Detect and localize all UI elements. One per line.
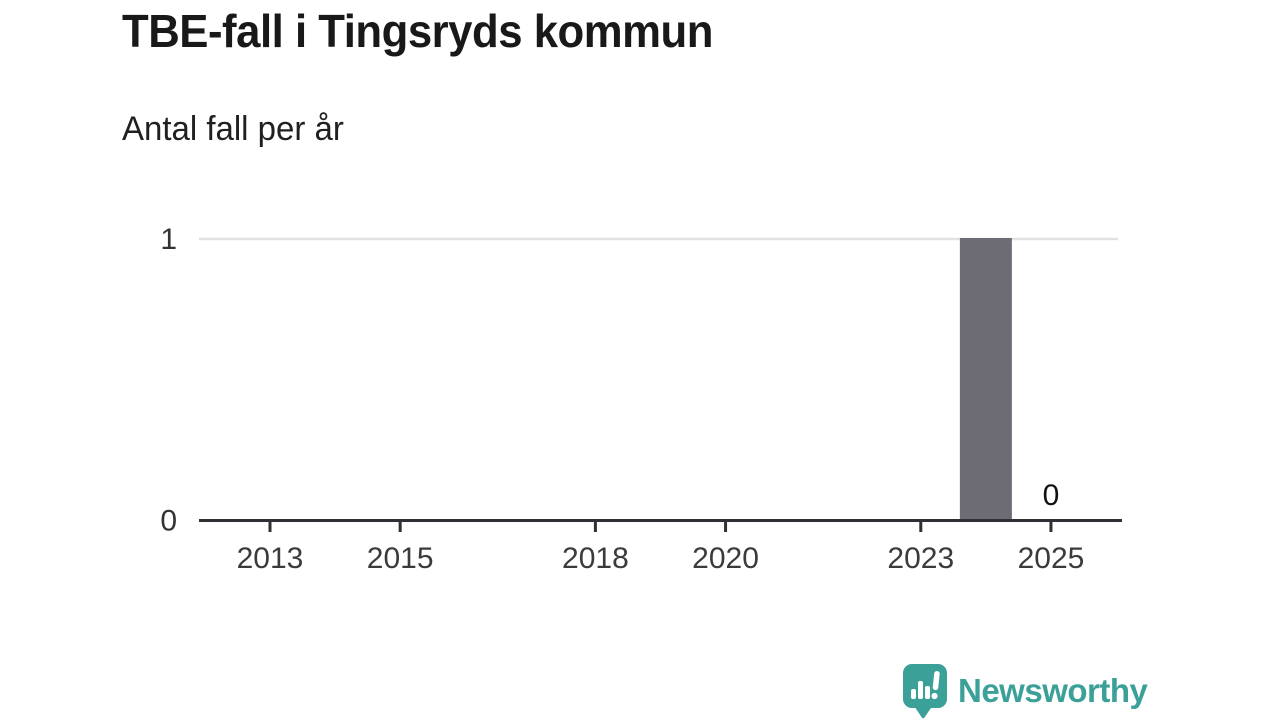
value-label: 0 — [1043, 479, 1060, 512]
x-tick-label: 2020 — [692, 542, 759, 575]
x-tick-label: 2023 — [887, 542, 954, 575]
newsworthy-logo-icon — [903, 664, 947, 719]
x-tick-label: 2013 — [237, 542, 304, 575]
x-tick-label: 2025 — [1018, 542, 1085, 575]
bar — [959, 238, 1012, 521]
x-tick-label: 2018 — [562, 542, 629, 575]
brand-name: Newsworthy — [958, 672, 1148, 709]
chart-subtitle: Antal fall per år — [122, 110, 344, 148]
y-tick-label: 1 — [160, 223, 177, 256]
chart-title: TBE-fall i Tingsryds kommun — [122, 5, 713, 57]
x-tick-label: 2015 — [367, 542, 434, 575]
y-tick-label: 0 — [160, 505, 177, 538]
logo-bars-and-exclamation — [911, 671, 940, 700]
newsworthy-branding: Newsworthy — [902, 663, 1148, 719]
